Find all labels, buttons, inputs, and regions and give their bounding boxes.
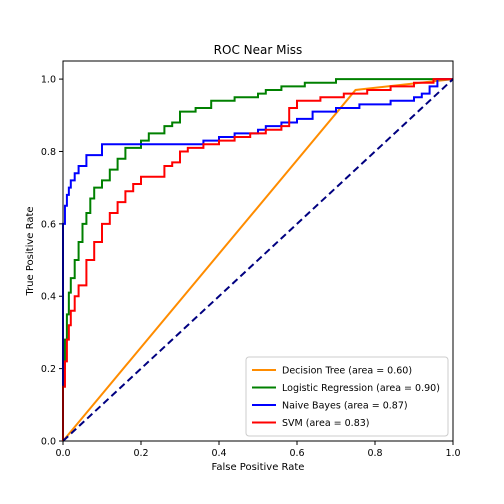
series-line-4 — [62, 78, 453, 441]
y-tick-label: 0.0 — [41, 437, 56, 448]
series-line-2 — [62, 78, 453, 441]
x-tick-label: 0.8 — [367, 448, 382, 459]
x-tick-label: 1.0 — [445, 448, 460, 459]
x-tick-label: 0.4 — [211, 448, 226, 459]
y-tick-label: 1.0 — [41, 75, 56, 86]
axis-ticks: 0.0 0.2 0.4 0.6 0.8 1.0 0.0 0.2 0.4 0.6 0.8 1.0 — [41, 75, 461, 459]
x-axis-label: False Positive Rate — [212, 462, 305, 473]
legend-box — [245, 356, 449, 437]
legend-entry-label: Naive Bayes (area = 0.87) — [282, 401, 408, 412]
x-tick-label: 0.6 — [289, 448, 304, 459]
legend-entry-label: SVM (area = 0.83) — [282, 418, 370, 429]
y-tick-label: 0.8 — [41, 147, 56, 158]
series-lines — [62, 78, 454, 442]
chart-title: ROC Near Miss — [214, 43, 303, 57]
plot-frame — [62, 60, 454, 442]
legend-entry-label: Logistic Regression (area = 0.90) — [282, 383, 440, 394]
chance-reference-line — [62, 78, 454, 442]
y-tick-label: 0.6 — [41, 219, 56, 230]
y-tick-label: 0.4 — [41, 292, 56, 303]
x-tick-label: 0.0 — [55, 448, 70, 459]
y-axis-label: True Positive Rate — [25, 206, 36, 296]
x-tick-label: 0.2 — [133, 448, 148, 459]
y-tick-label: 0.2 — [41, 364, 56, 375]
legend-entry-label: Decision Tree (area = 0.60) — [282, 366, 412, 377]
legend: Decision Tree (area = 0.60) Logistic Regr… — [245, 356, 449, 437]
